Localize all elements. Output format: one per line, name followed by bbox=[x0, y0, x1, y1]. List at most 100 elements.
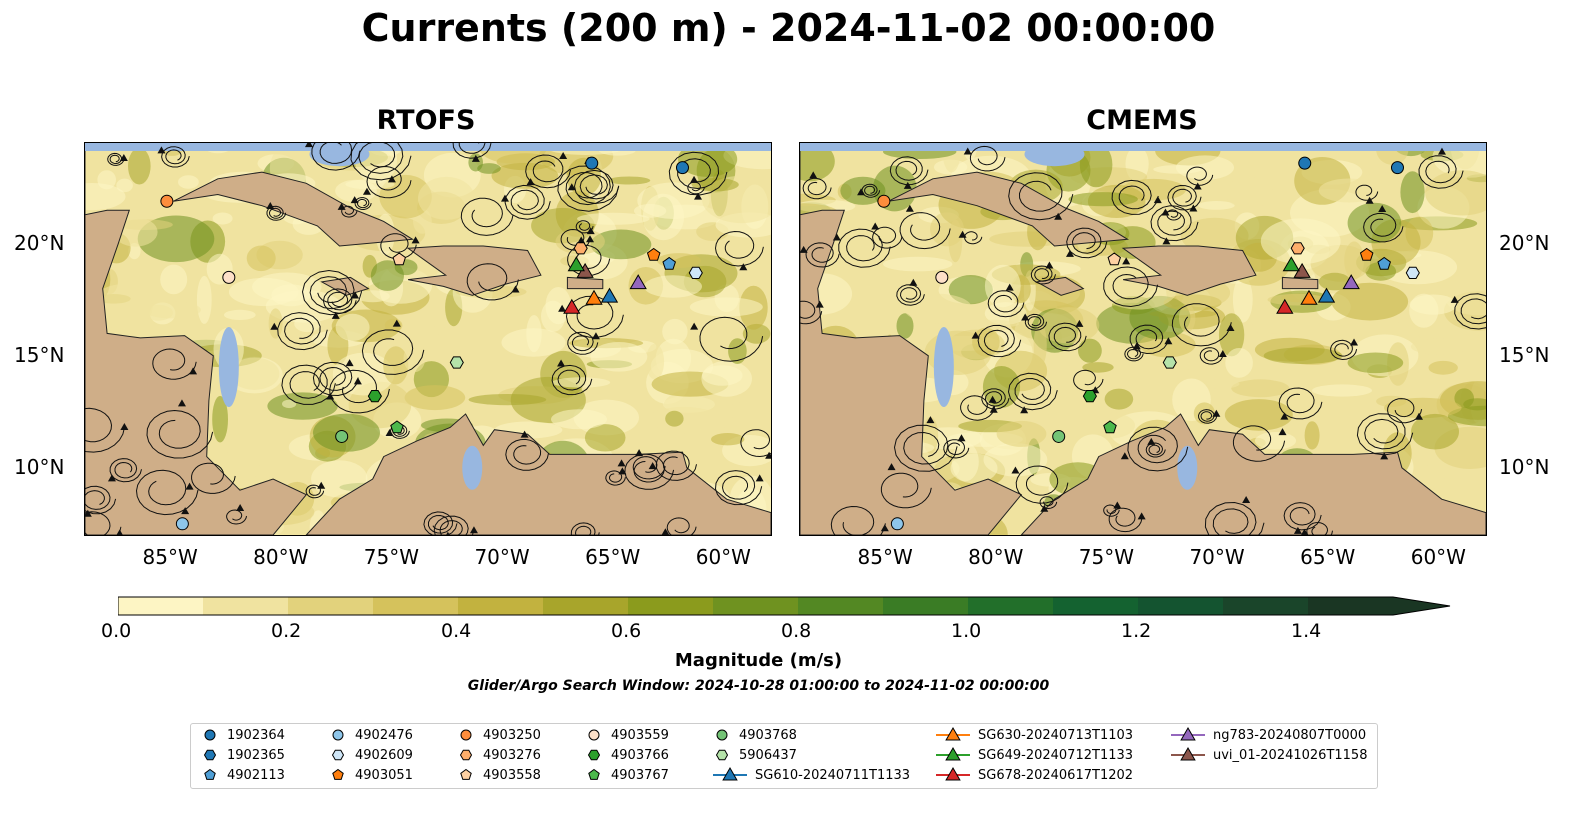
legend-label: 4903767 bbox=[611, 767, 669, 783]
colorbar-tick-label: 0.2 bbox=[271, 620, 302, 642]
rtofs-marker-4903051[interactable] bbox=[646, 247, 661, 261]
cmems-marker-SG610-20240711T1133[interactable] bbox=[1317, 287, 1336, 303]
cmems-marker-4903766[interactable] bbox=[1082, 390, 1097, 403]
lon-tick-label: 60°W bbox=[695, 545, 751, 569]
legend-marker-hexagon bbox=[331, 749, 345, 761]
colorbar-segment bbox=[373, 597, 459, 615]
legend-marker-hexagon bbox=[715, 749, 729, 761]
rtofs-marker-4902113[interactable] bbox=[662, 256, 676, 270]
rtofs-marker-4903276[interactable] bbox=[573, 242, 588, 255]
legend-label: ng783-20240807T0000 bbox=[1213, 727, 1367, 743]
colorbar-segment bbox=[1138, 597, 1224, 615]
lon-tick-label: 65°W bbox=[585, 545, 641, 569]
cmems-marker-1902364[interactable] bbox=[1298, 156, 1312, 170]
cmems-marker-SG630-20240713T1103[interactable] bbox=[1300, 289, 1318, 305]
legend-label: SG630-20240713T1103 bbox=[978, 727, 1134, 743]
legend-item: 1902365 bbox=[201, 745, 285, 765]
colorbar-segment bbox=[798, 597, 884, 615]
rtofs-marker-ng783-20240807T0000[interactable] bbox=[629, 274, 647, 290]
colorbar-segment bbox=[118, 597, 204, 615]
legend-item: 4903276 bbox=[457, 745, 541, 765]
rtofs-marker-4903766[interactable] bbox=[367, 390, 382, 403]
legend-marker-triangle-line bbox=[1171, 746, 1205, 761]
rtofs-marker-SG610-20240711T1133[interactable] bbox=[600, 287, 619, 303]
rtofs-marker-SG649-20240712T1133[interactable] bbox=[567, 256, 585, 272]
rtofs-marker-4902609[interactable] bbox=[688, 266, 703, 279]
lat-tick-label-left: 15°N bbox=[14, 342, 65, 367]
map-cmems[interactable] bbox=[799, 142, 1487, 536]
cmems-marker-4902609[interactable] bbox=[1405, 266, 1420, 279]
legend-marker-circle bbox=[204, 729, 216, 741]
colorbar-tick-label: 1.2 bbox=[1121, 620, 1152, 642]
lon-tick-label: 70°W bbox=[474, 545, 530, 569]
rtofs-marker-4903558[interactable] bbox=[392, 252, 406, 266]
cmems-marker-1902364[interactable] bbox=[1390, 161, 1404, 175]
lon-tick-label: 75°W bbox=[1078, 545, 1135, 569]
colorbar-segment bbox=[713, 597, 799, 615]
map-canvas-rtofs bbox=[85, 143, 771, 535]
lat-tick-label-right: 15°N bbox=[1499, 342, 1550, 367]
cmems-marker-4903051[interactable] bbox=[1359, 247, 1374, 261]
legend-label: uvi_01-20241026T1158 bbox=[1213, 747, 1368, 763]
legend-item: SG610-20240711T1133 bbox=[713, 765, 910, 785]
legend-marker-triangle-line bbox=[936, 726, 970, 741]
cmems-marker-4903276[interactable] bbox=[1290, 242, 1305, 255]
lon-tick-label: 60°W bbox=[1410, 545, 1466, 569]
cmems-marker-4902113[interactable] bbox=[1377, 256, 1391, 270]
rtofs-marker-5906437[interactable] bbox=[449, 356, 464, 369]
legend-item: 4903051 bbox=[329, 765, 413, 785]
rtofs-marker-SG678-20240617T1202[interactable] bbox=[563, 298, 581, 314]
figure-title: Currents (200 m) - 2024-11-02 00:00:00 bbox=[361, 6, 1216, 50]
cmems-marker-5906437[interactable] bbox=[1162, 356, 1177, 369]
legend-marker-hexagon bbox=[587, 749, 601, 761]
colorbar-segment bbox=[1308, 597, 1394, 615]
colorbar-tick-label: 1.0 bbox=[951, 620, 982, 642]
legend-label: 4902113 bbox=[227, 767, 285, 783]
map-rtofs[interactable] bbox=[84, 142, 772, 536]
rtofs-marker-4903767[interactable] bbox=[390, 420, 404, 434]
legend-label: SG678-20240617T1202 bbox=[978, 767, 1134, 783]
rtofs-marker-SG630-20240713T1103[interactable] bbox=[585, 289, 603, 305]
cmems-marker-SG649-20240712T1133[interactable] bbox=[1282, 256, 1300, 272]
legend-label: SG649-20240712T1133 bbox=[978, 747, 1134, 763]
legend-label: 4903250 bbox=[483, 727, 541, 743]
rtofs-marker-4902476[interactable] bbox=[175, 517, 189, 531]
lon-tick-label: 75°W bbox=[363, 545, 420, 569]
legend-item: 4902476 bbox=[329, 725, 413, 745]
legend-marker-circle bbox=[460, 729, 472, 741]
colorbar-segment bbox=[458, 597, 544, 615]
cmems-marker-SG678-20240617T1202[interactable] bbox=[1276, 298, 1294, 314]
legend-marker-pentagon bbox=[460, 768, 472, 780]
legend-item: 4902113 bbox=[201, 765, 285, 785]
cmems-marker-4902476[interactable] bbox=[890, 517, 904, 531]
legend-marker-triangle-line bbox=[1171, 726, 1205, 741]
legend-marker-triangle-line bbox=[936, 766, 970, 781]
rtofs-marker-4903250[interactable] bbox=[160, 194, 174, 208]
legend-item: 1902364 bbox=[201, 725, 285, 745]
legend-item: SG630-20240713T1103 bbox=[936, 725, 1133, 745]
rtofs-marker-4903768[interactable] bbox=[335, 429, 349, 443]
lat-tick-label-left: 10°N bbox=[14, 454, 65, 479]
cmems-marker-4903767[interactable] bbox=[1103, 420, 1117, 434]
cmems-marker-4903559[interactable] bbox=[935, 270, 949, 284]
legend-label: 4902476 bbox=[355, 727, 413, 743]
cmems-marker-4903768[interactable] bbox=[1052, 429, 1066, 443]
rtofs-marker-1902364[interactable] bbox=[675, 161, 689, 175]
cmems-marker-ng783-20240807T0000[interactable] bbox=[1342, 274, 1360, 290]
legend-label: SG610-20240711T1133 bbox=[755, 767, 911, 783]
rtofs-marker-4903559[interactable] bbox=[222, 270, 236, 284]
cmems-marker-4903250[interactable] bbox=[877, 194, 891, 208]
rtofs-marker-1902364[interactable] bbox=[585, 156, 599, 170]
legend-item: 5906437 bbox=[713, 745, 797, 765]
colorbar bbox=[118, 596, 1451, 616]
colorbar-segment bbox=[1053, 597, 1139, 615]
colorbar-tick-label: 0.4 bbox=[441, 620, 472, 642]
legend-marker-circle bbox=[588, 729, 600, 741]
colorbar-segment bbox=[543, 597, 629, 615]
lat-tick-label-right: 20°N bbox=[1499, 230, 1550, 255]
cmems-marker-4903558[interactable] bbox=[1107, 252, 1121, 266]
panel-title-rtofs: RTOFS bbox=[376, 105, 476, 136]
legend-marker-pentagon bbox=[588, 768, 600, 780]
colorbar-tick-label: 0.6 bbox=[611, 620, 642, 642]
colorbar-extend-arrow bbox=[1393, 597, 1450, 615]
